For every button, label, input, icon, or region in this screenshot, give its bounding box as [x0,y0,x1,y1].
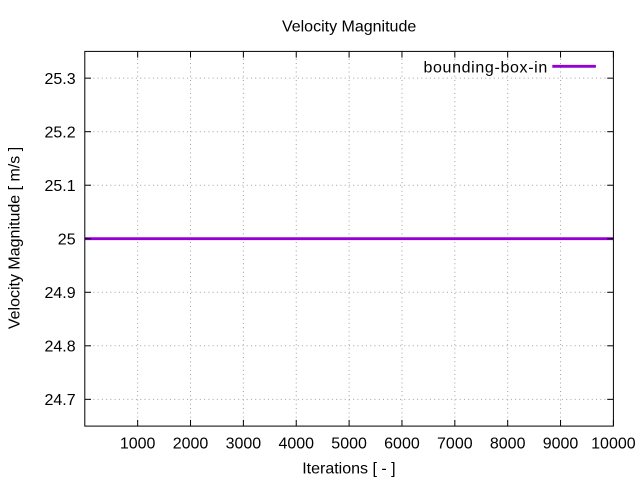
svg-text:24.8: 24.8 [44,339,75,356]
svg-text:4000: 4000 [278,436,314,453]
svg-text:Velocity Magnitude [ m/s ]: Velocity Magnitude [ m/s ] [7,147,24,329]
svg-text:24.9: 24.9 [44,285,75,302]
svg-text:3000: 3000 [226,436,262,453]
svg-text:25.2: 25.2 [44,124,75,141]
svg-text:9000: 9000 [543,436,579,453]
svg-text:24.7: 24.7 [44,392,75,409]
svg-text:Velocity Magnitude: Velocity Magnitude [282,19,416,36]
svg-text:8000: 8000 [490,436,526,453]
svg-text:25: 25 [58,232,76,249]
svg-text:bounding-box-in: bounding-box-in [423,60,548,77]
svg-text:25.3: 25.3 [44,71,75,88]
svg-text:25.1: 25.1 [44,178,75,195]
svg-text:7000: 7000 [437,436,473,453]
svg-text:10000: 10000 [591,436,636,453]
svg-text:2000: 2000 [173,436,209,453]
svg-text:6000: 6000 [384,436,420,453]
svg-text:Iterations [ - ]: Iterations [ - ] [302,460,395,477]
svg-text:5000: 5000 [331,436,367,453]
svg-text:1000: 1000 [120,436,156,453]
